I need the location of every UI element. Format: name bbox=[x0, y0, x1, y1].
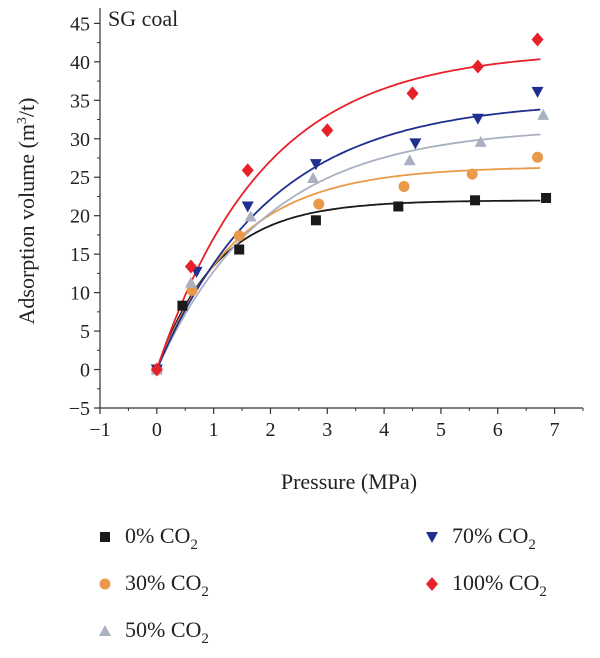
data-point bbox=[531, 32, 544, 47]
x-tick-label: 6 bbox=[493, 419, 503, 441]
legend-label-main: 100% CO bbox=[452, 570, 539, 595]
x-tick-label: 3 bbox=[322, 419, 332, 441]
legend-label-main: 0% CO bbox=[125, 523, 190, 548]
legend-label: 70% CO2 bbox=[452, 523, 536, 553]
x-tick-label: 0 bbox=[152, 419, 162, 441]
data-point bbox=[309, 159, 322, 171]
x-axis-title: Pressure (MPa) bbox=[281, 469, 417, 494]
data-point bbox=[393, 201, 404, 212]
data-point bbox=[233, 230, 245, 242]
data-point bbox=[313, 198, 325, 210]
legend-marker bbox=[100, 532, 110, 542]
data-point bbox=[409, 138, 422, 150]
data-point bbox=[474, 135, 487, 147]
fit-curves bbox=[155, 58, 541, 370]
data-point bbox=[307, 172, 320, 183]
y-tick-label: 25 bbox=[70, 167, 90, 189]
y-tick-label: 15 bbox=[70, 244, 90, 266]
legend-label-main: 70% CO bbox=[452, 523, 528, 548]
legend-label-sub: 2 bbox=[539, 584, 547, 600]
data-point bbox=[241, 163, 254, 178]
data-point bbox=[470, 195, 481, 206]
fit-curve bbox=[155, 133, 541, 370]
legend-label-main: 50% CO bbox=[125, 617, 201, 642]
x-tick-label: 4 bbox=[379, 419, 389, 441]
legend-marker bbox=[99, 625, 111, 636]
data-point bbox=[234, 244, 245, 255]
legend-label-sub: 2 bbox=[201, 631, 209, 647]
data-point bbox=[471, 59, 484, 74]
data-point bbox=[537, 108, 550, 120]
data-point bbox=[241, 201, 254, 213]
legend-label-main: 30% CO bbox=[125, 570, 201, 595]
fit-curve bbox=[155, 108, 541, 370]
legend-label: 50% CO2 bbox=[125, 617, 209, 647]
legend-label: 0% CO2 bbox=[125, 523, 198, 553]
y-axis-title: Adsorption volume (m3/t) bbox=[14, 98, 39, 325]
data-points bbox=[150, 32, 552, 377]
y-tick-label: 40 bbox=[70, 52, 90, 74]
data-point bbox=[471, 113, 484, 125]
legend-marker bbox=[426, 577, 438, 591]
x-tick-label: −1 bbox=[89, 419, 110, 441]
data-point bbox=[406, 86, 419, 101]
data-point bbox=[532, 151, 544, 163]
data-point bbox=[177, 300, 188, 311]
data-point bbox=[403, 154, 416, 166]
y-tick-label: 35 bbox=[70, 90, 90, 112]
y-tick-label: −5 bbox=[69, 398, 90, 420]
data-point bbox=[244, 210, 257, 222]
data-point bbox=[466, 168, 478, 180]
data-point bbox=[184, 276, 197, 288]
data-point bbox=[150, 362, 163, 377]
data-point bbox=[531, 86, 544, 98]
x-tick-label: 2 bbox=[265, 419, 275, 441]
fit-curve bbox=[155, 199, 541, 370]
legend-label: 100% CO2 bbox=[452, 570, 547, 600]
data-point bbox=[184, 259, 197, 274]
x-tick-label: 5 bbox=[436, 419, 446, 441]
y-tick-label: 20 bbox=[70, 206, 90, 228]
legend-marker bbox=[426, 532, 438, 543]
x-tick-label: 1 bbox=[209, 419, 219, 441]
legend-label: 30% CO2 bbox=[125, 570, 209, 600]
legend-marker bbox=[99, 578, 111, 590]
data-point bbox=[541, 193, 552, 203]
y-tick-label: 45 bbox=[70, 13, 90, 35]
data-point bbox=[310, 215, 321, 226]
y-tick-label: 0 bbox=[80, 360, 90, 382]
fit-curve bbox=[155, 167, 541, 370]
y-tick-label: 30 bbox=[70, 129, 90, 151]
y-tick-label: 5 bbox=[80, 321, 90, 343]
legend-label-sub: 2 bbox=[190, 537, 198, 553]
legend-label-sub: 2 bbox=[528, 537, 536, 553]
legend-label-sub: 2 bbox=[201, 584, 209, 600]
y-tick-label: 10 bbox=[70, 283, 90, 305]
chart-annotation: SG coal bbox=[108, 6, 178, 31]
data-point bbox=[321, 123, 334, 138]
fit-curve bbox=[155, 58, 541, 370]
data-point bbox=[398, 180, 410, 192]
x-tick-label: 7 bbox=[550, 419, 560, 441]
